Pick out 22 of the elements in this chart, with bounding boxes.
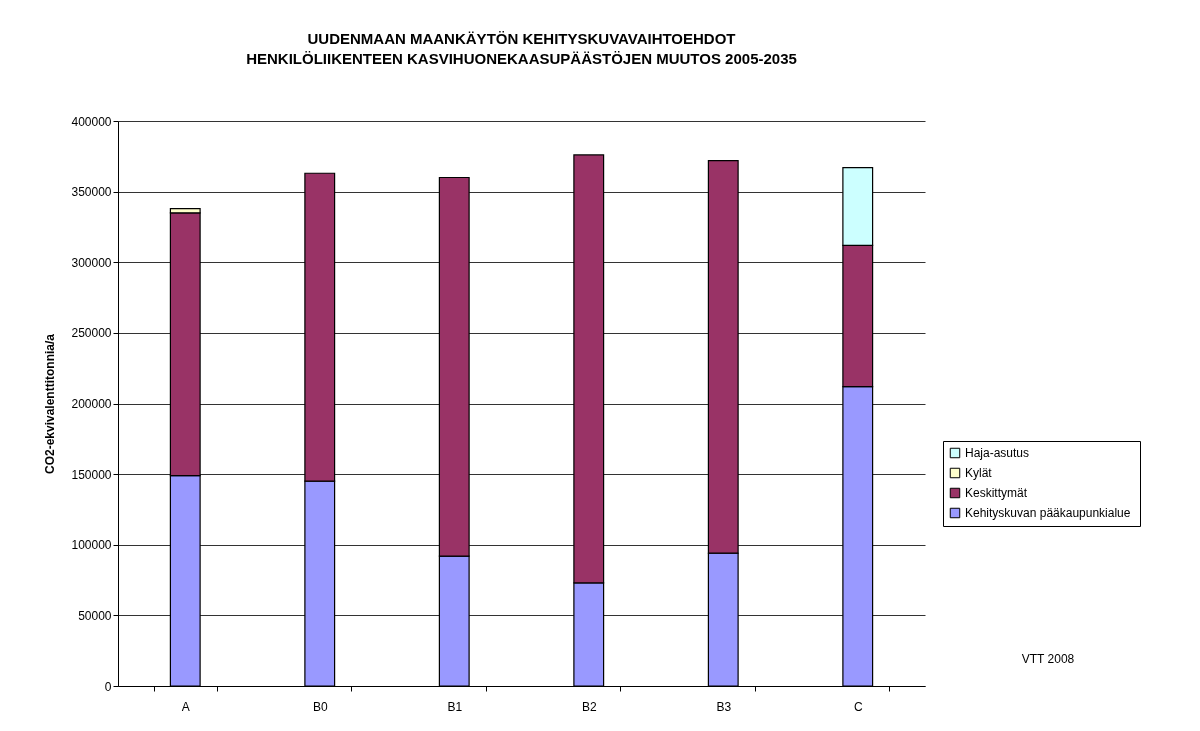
x-tick-label: B2	[581, 699, 597, 714]
y-tick-label: 300000	[71, 255, 112, 270]
y-tick-label: 150000	[71, 467, 112, 482]
y-tick-label: 200000	[71, 397, 112, 411]
y-tick-label: 0	[104, 679, 112, 694]
y-tick-label: 350000	[71, 185, 112, 200]
legend-label: Kylät	[965, 466, 993, 480]
x-tick-label: B1	[447, 699, 463, 714]
legend-label: Keskittymät	[965, 486, 1028, 500]
x-tick-label: B0	[312, 699, 328, 714]
legend-label: Haja-asutus	[965, 446, 1030, 460]
x-tick-label: A	[181, 699, 190, 714]
y-tick-label: 250000	[71, 326, 112, 341]
legend-label: Kehityskuvan pääkaupunkialue	[965, 506, 1131, 520]
y-axis-title: CO2-ekvivalenttitonnia/a	[43, 333, 58, 475]
x-tick-label: B3	[716, 699, 732, 714]
text: VTT 2008	[1021, 652, 1075, 666]
chart-title: UUDENMAAN MAANKÄYTÖN KEHITYSKUVAVAIHTOEHDOT HENKILÖLIIKENTEEN KASVIHUONEKAASUPÄÄSTÖJEN MUUTOS 2005-2035	[246, 30, 797, 67]
y-tick-label: 400000	[71, 114, 112, 129]
y-tick-label: 100000	[71, 538, 112, 553]
x-tick-label: C	[853, 699, 863, 714]
y-tick-label: 50000	[78, 608, 112, 623]
